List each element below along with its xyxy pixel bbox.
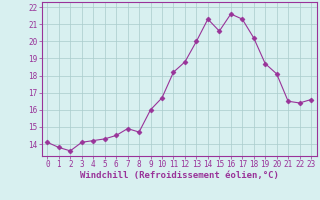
X-axis label: Windchill (Refroidissement éolien,°C): Windchill (Refroidissement éolien,°C) xyxy=(80,171,279,180)
